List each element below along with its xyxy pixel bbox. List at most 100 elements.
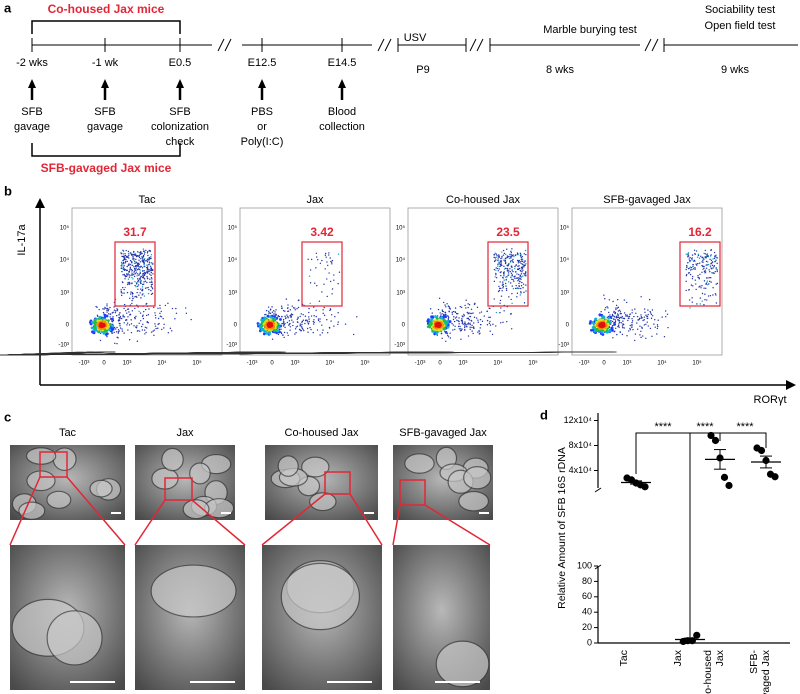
event-dot xyxy=(698,286,700,288)
event-dot xyxy=(514,287,517,290)
event-dot xyxy=(651,309,654,311)
event-dot xyxy=(693,259,696,262)
event-dot xyxy=(137,329,139,332)
event-dot xyxy=(687,256,689,258)
time-label: E12.5 xyxy=(248,57,277,69)
event-dot xyxy=(310,315,313,317)
event-dot xyxy=(120,290,122,293)
time-label: E14.5 xyxy=(328,57,357,69)
event-dot xyxy=(142,248,145,250)
event-dot xyxy=(643,324,646,326)
event-dot xyxy=(141,260,144,262)
event-dot xyxy=(523,302,526,304)
event-dot xyxy=(617,325,619,328)
x-tick-label: 10³ xyxy=(291,361,300,367)
event-dot xyxy=(128,324,131,326)
event-dot xyxy=(502,254,505,256)
event-dot xyxy=(129,252,131,254)
event-dot xyxy=(112,316,114,318)
event-label: SFB xyxy=(169,106,190,118)
event-dot xyxy=(505,276,507,279)
event-dot xyxy=(499,311,501,314)
zoom-box xyxy=(324,471,351,495)
event-dot xyxy=(309,302,311,305)
event-dot xyxy=(618,323,620,325)
event-dot xyxy=(120,253,123,255)
event-dot xyxy=(151,286,153,289)
event-dot xyxy=(465,299,467,301)
event-dot xyxy=(477,321,479,323)
event-dot xyxy=(514,267,516,270)
event-dot xyxy=(700,255,702,258)
event-dot xyxy=(445,313,447,316)
y-tick-label: 4x10⁴ xyxy=(569,465,593,475)
event-dot xyxy=(119,317,121,319)
event-dot xyxy=(647,313,649,316)
event-dot xyxy=(467,323,469,326)
event-dot xyxy=(472,327,475,329)
y-tick-label: 10³ xyxy=(396,291,405,297)
event-dot xyxy=(715,254,717,257)
event-dot xyxy=(105,307,107,310)
event-dot xyxy=(690,266,693,269)
event-dot xyxy=(330,320,332,322)
event-dot xyxy=(488,316,490,319)
event-dot xyxy=(690,284,693,286)
event-dot xyxy=(318,300,321,302)
event-dot xyxy=(334,316,336,318)
zoom-box xyxy=(39,451,68,478)
event-arrowhead xyxy=(101,79,109,88)
image-title: Tac xyxy=(59,427,77,439)
stage-age: P9 xyxy=(416,64,429,76)
event-dot xyxy=(330,314,333,316)
event-dot xyxy=(521,255,523,258)
event-dot xyxy=(480,323,482,326)
event-dot xyxy=(692,285,694,287)
sem-villus xyxy=(463,466,492,490)
image-title: Jax xyxy=(176,427,194,439)
event-dot xyxy=(521,263,524,265)
event-dot xyxy=(493,280,496,283)
event-dot xyxy=(132,292,134,295)
event-dot xyxy=(143,253,146,255)
x-tick-label: -10³ xyxy=(247,361,258,367)
event-dot xyxy=(505,279,507,281)
event-dot xyxy=(515,277,518,279)
event-dot xyxy=(144,251,146,254)
y-tick-label: 10⁵ xyxy=(228,225,238,232)
event-dot xyxy=(127,252,130,255)
event-dot xyxy=(140,256,143,258)
event-dot xyxy=(638,318,641,320)
event-dot xyxy=(277,325,281,329)
axis-break xyxy=(224,38,232,52)
event-dot xyxy=(301,327,303,330)
event-dot xyxy=(122,249,124,252)
event-dot xyxy=(139,320,142,322)
event-dot xyxy=(127,250,130,253)
event-dot xyxy=(712,294,714,296)
event-dot xyxy=(616,333,618,336)
event-dot xyxy=(270,324,274,328)
event-dot xyxy=(494,257,496,259)
event-dot xyxy=(514,277,516,280)
event-dot xyxy=(689,273,692,276)
event-dot xyxy=(294,309,296,311)
event-dot xyxy=(273,310,275,312)
sem-villus xyxy=(46,610,103,666)
event-dot xyxy=(273,313,275,315)
axis-rug xyxy=(0,351,92,356)
event-dot xyxy=(710,254,712,256)
event-dot xyxy=(139,272,141,275)
event-dot xyxy=(626,335,628,337)
event-dot xyxy=(476,317,478,319)
event-dot xyxy=(283,323,285,325)
event-dot xyxy=(132,278,134,280)
event-dot xyxy=(598,329,601,333)
event-dot xyxy=(167,302,169,305)
event-dot xyxy=(631,309,633,311)
event-dot xyxy=(352,333,355,336)
event-dot xyxy=(138,259,140,261)
event-dot xyxy=(710,281,712,283)
event-dot xyxy=(615,304,618,307)
event-dot xyxy=(498,289,501,292)
